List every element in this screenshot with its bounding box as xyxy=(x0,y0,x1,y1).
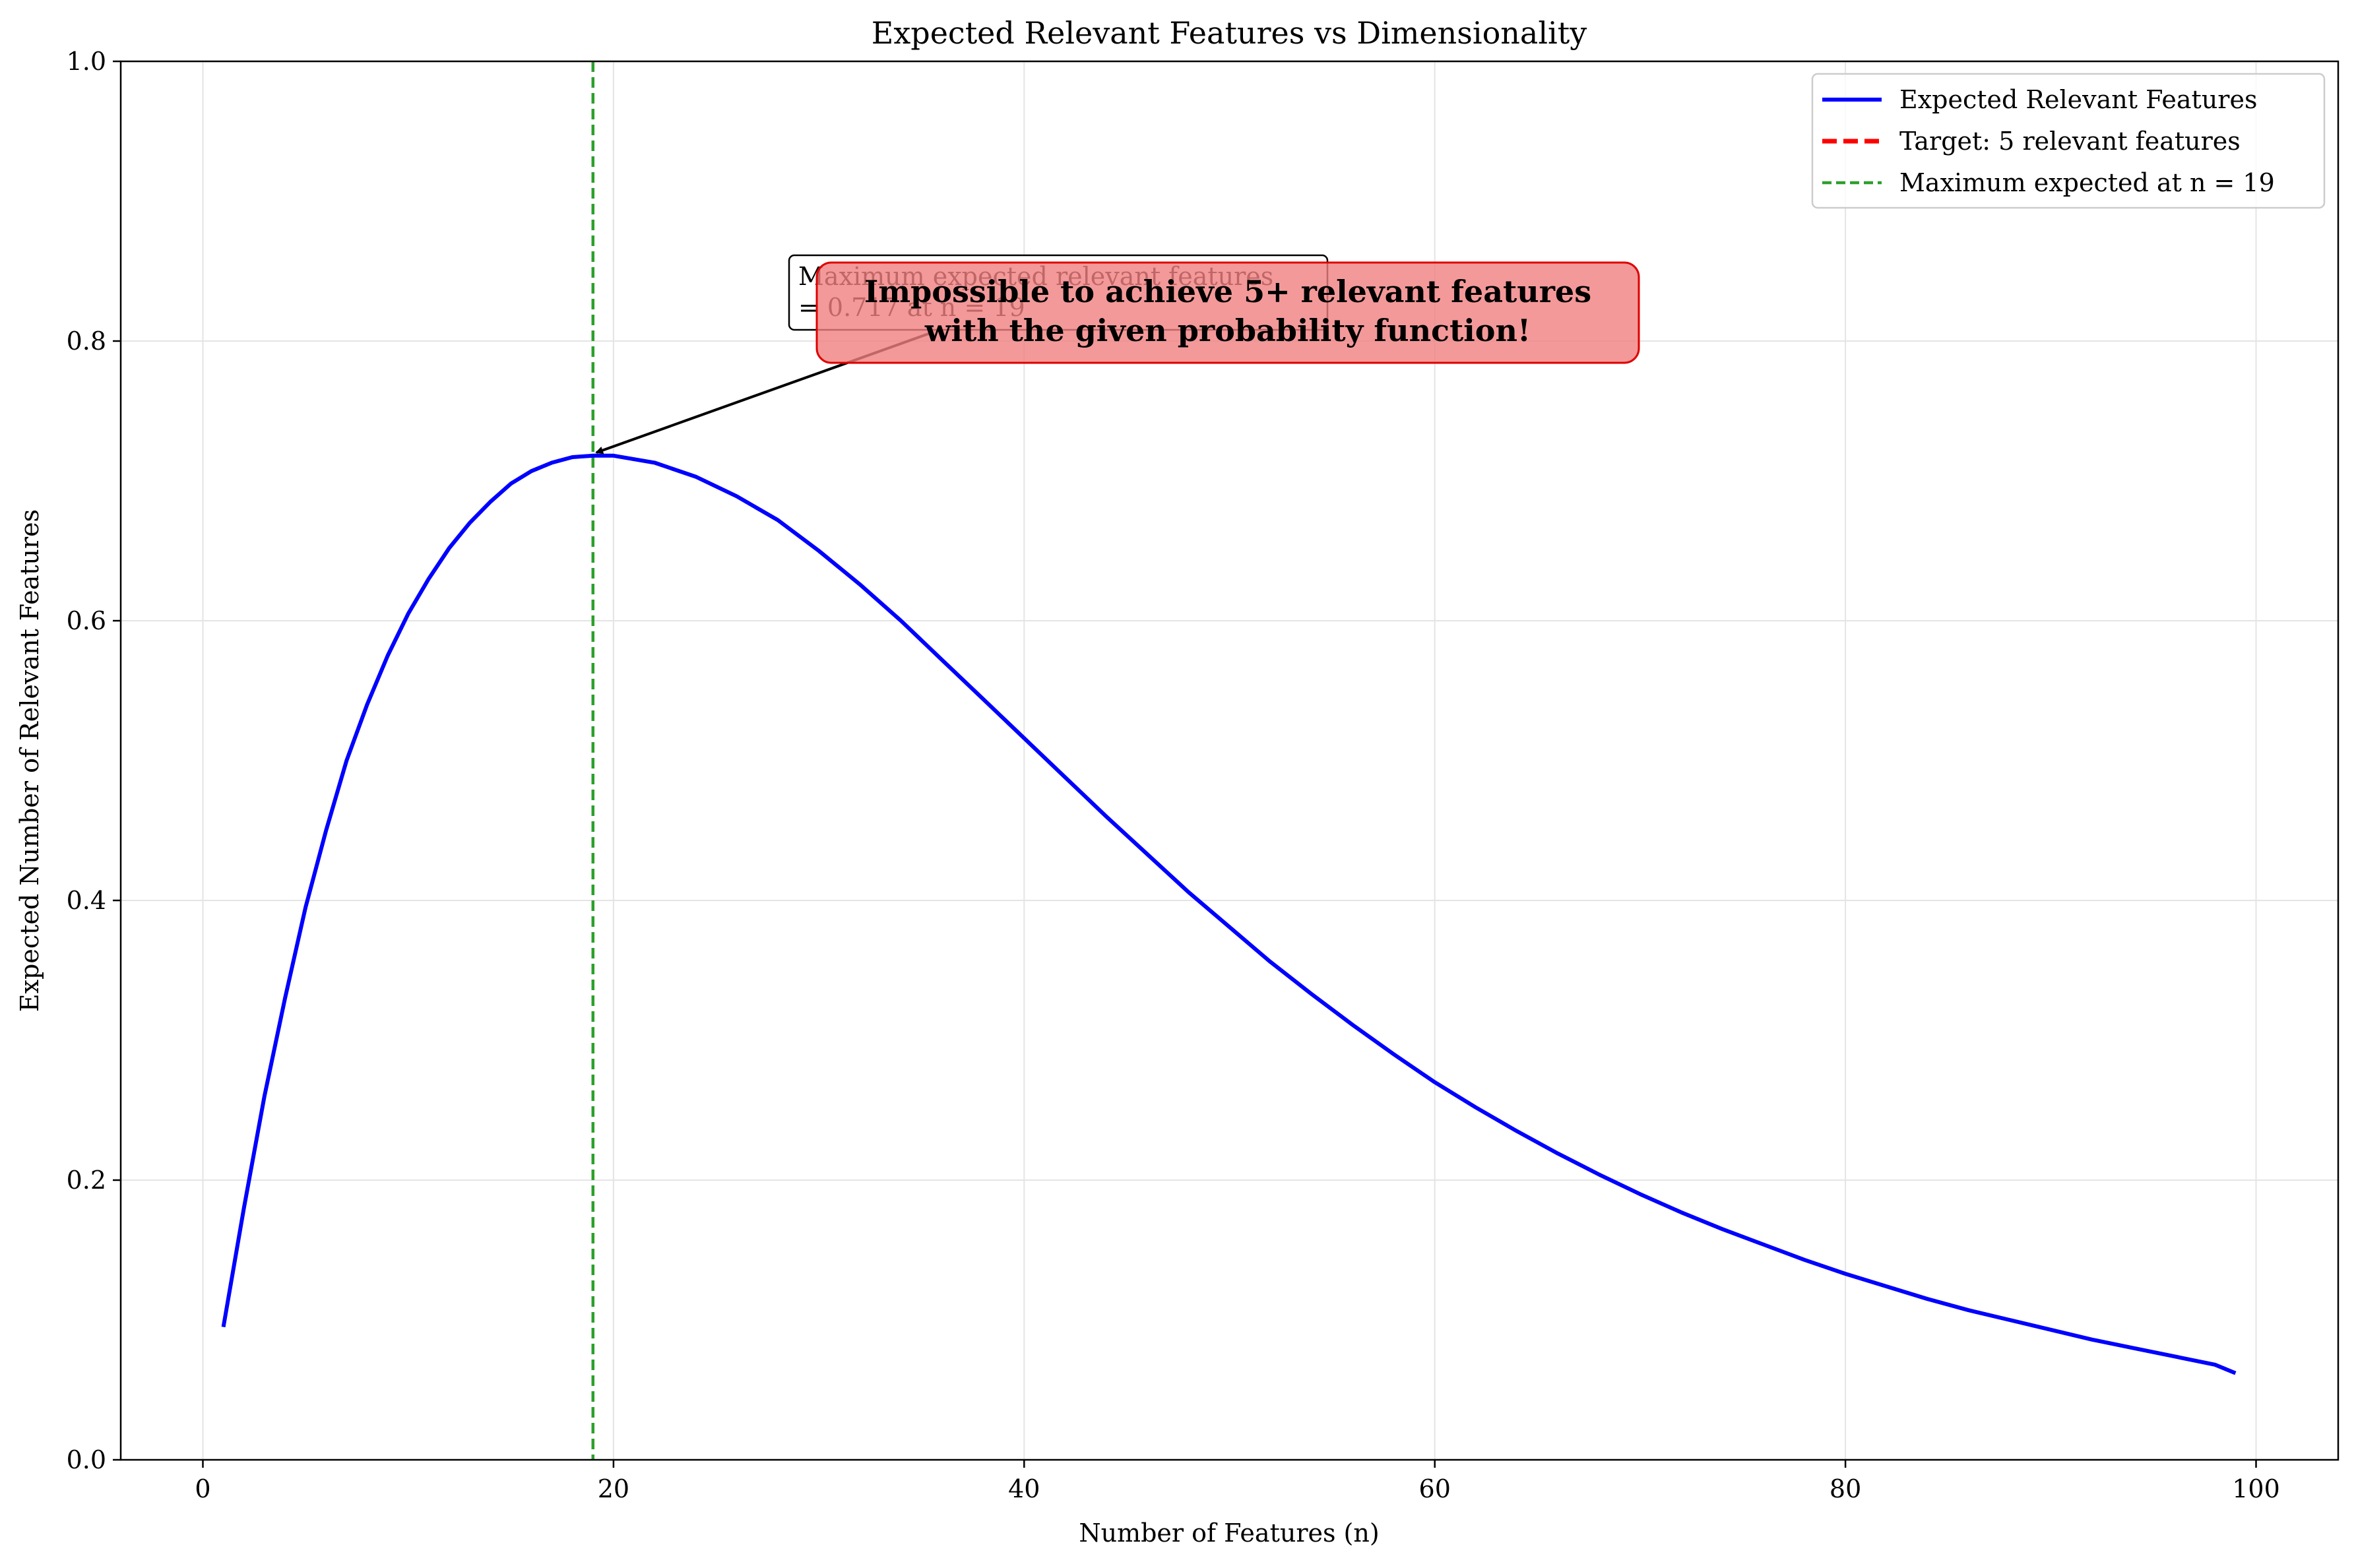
x-tick-label: 0 xyxy=(195,1474,210,1503)
x-axis-label: Number of Features (n) xyxy=(1079,1519,1379,1548)
x-tick-label: 20 xyxy=(598,1474,629,1503)
y-tick-label: 0.8 xyxy=(67,327,106,356)
y-tick-label: 0.0 xyxy=(67,1445,106,1474)
warning-line-2: with the given probability function! xyxy=(924,313,1531,348)
x-tick-label: 60 xyxy=(1419,1474,1451,1503)
warning-box xyxy=(815,261,1640,364)
chart-title: Expected Relevant Features vs Dimensiona… xyxy=(872,15,1587,51)
series-line-0 xyxy=(221,453,2237,1375)
legend-box xyxy=(1811,73,2326,209)
legend-label-2: Maximum expected at n = 19 xyxy=(1899,168,2275,197)
x-tick-label: 80 xyxy=(1830,1474,1861,1503)
y-tick-label: 0.2 xyxy=(67,1166,106,1195)
warning-annotation: Impossible to achieve 5+ relevant featur… xyxy=(815,261,1640,364)
y-axis-label: Expected Number of Relevant Features xyxy=(15,509,44,1012)
axis-ticks: 0 20 40 60 80 100 0.0 0.2 0.4 0.6 0.8 1.0 xyxy=(67,47,2280,1503)
y-tick-label: 0.6 xyxy=(67,606,106,635)
series xyxy=(221,453,2237,1375)
legend: Expected Relevant Features Target: 5 rele… xyxy=(1811,73,2326,209)
x-tick-label: 100 xyxy=(2232,1474,2280,1503)
warning-line-1: Impossible to achieve 5+ relevant featur… xyxy=(864,274,1591,309)
y-tick-label: 1.0 xyxy=(67,47,106,76)
x-tick-label: 40 xyxy=(1008,1474,1040,1503)
plot-frame xyxy=(119,60,2340,1461)
legend-label-1: Target: 5 relevant features xyxy=(1899,127,2241,156)
legend-label-0: Expected Relevant Features xyxy=(1899,85,2257,114)
y-tick-label: 0.4 xyxy=(67,886,106,915)
